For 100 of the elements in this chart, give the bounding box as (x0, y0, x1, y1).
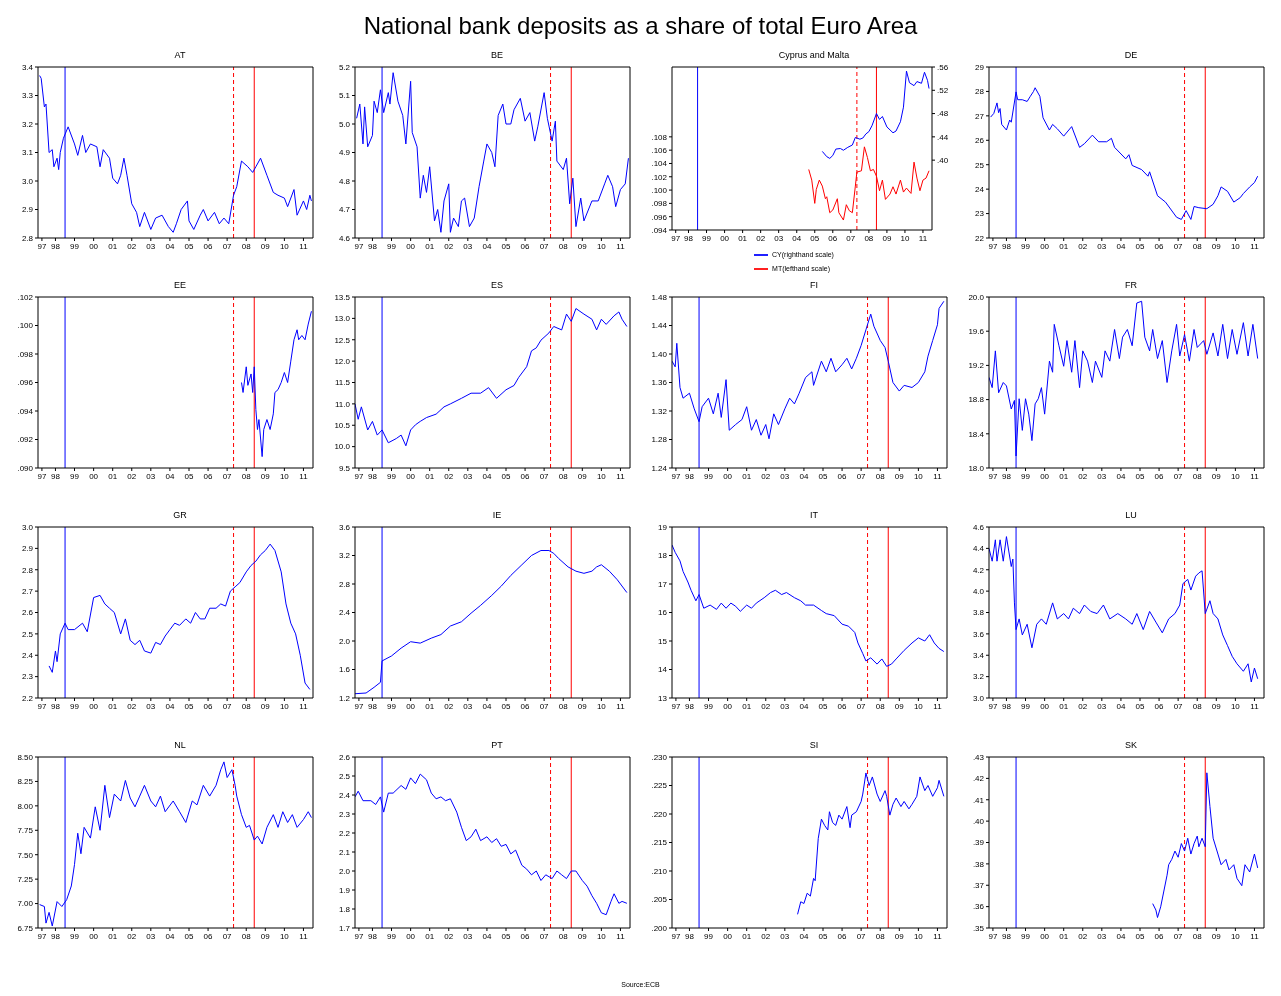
x-tick-label: 10 (913, 931, 924, 941)
y-tick-label: 8.25 (17, 777, 34, 787)
x-tick-label: 01 (1059, 471, 1069, 481)
x-tick-label: 99 (70, 241, 80, 251)
y-tick-label: 4.7 (338, 205, 351, 215)
chart-title: LU (1124, 509, 1138, 522)
x-tick-label: 98 (50, 241, 61, 251)
y-tick-label: 3.0 (972, 693, 985, 703)
chart-title: ES (490, 279, 504, 292)
y2-tick-label: .52 (937, 86, 949, 96)
y-tick-label: 4.8 (338, 176, 351, 186)
x-tick-label: 98 (1001, 701, 1012, 711)
x-tick-label: 02 (761, 701, 771, 711)
y-tick-label: 11.5 (335, 378, 351, 388)
x-tick-label: 08 (558, 471, 569, 481)
chart-title: IE (491, 509, 503, 522)
y-tick-label: 2.3 (338, 809, 351, 819)
x-tick-label: 11 (299, 471, 309, 481)
x-tick-label: 03 (1097, 471, 1107, 481)
x-tick-label: 01 (108, 931, 118, 941)
x-tick-label: 08 (875, 931, 886, 941)
x-tick-label: 09 (1211, 701, 1222, 711)
y-tick-label: .35 (972, 923, 985, 933)
x-tick-label: 97 (37, 471, 47, 481)
x-tick-label: 98 (50, 931, 61, 941)
x-tick-label: 99 (387, 471, 397, 481)
y-tick-label: .210 (651, 866, 668, 876)
y-tick-label: 2.4 (338, 608, 351, 618)
x-tick-label: 03 (463, 471, 473, 481)
x-tick-label: 08 (558, 701, 569, 711)
x-tick-label: 98 (684, 931, 695, 941)
x-tick-label: 07 (856, 931, 867, 941)
chart-title: IT (809, 509, 819, 522)
y-tick-label: 1.24 (651, 463, 668, 473)
x-tick-label: 08 (864, 233, 874, 243)
x-tick-label: 07 (539, 931, 550, 941)
x-tick-label: 09 (894, 471, 905, 481)
x-tick-label: 03 (780, 931, 790, 941)
x-tick-label: 98 (684, 471, 695, 481)
x-tick-label: 05 (1135, 701, 1145, 711)
x-tick-label: 01 (742, 471, 752, 481)
x-tick-label: 09 (577, 471, 588, 481)
x-tick-label: 10 (1230, 471, 1241, 481)
y-tick-label: 2.4 (21, 651, 34, 661)
x-tick-label: 06 (1154, 241, 1165, 251)
x-tick-label: 99 (704, 931, 714, 941)
x-tick-label: 07 (222, 931, 233, 941)
x-tick-label: 02 (127, 701, 137, 711)
y-tick-label: 25 (975, 160, 985, 170)
y-tick-label: .225 (651, 781, 668, 791)
x-tick-label: 06 (1154, 701, 1165, 711)
x-tick-label: 98 (367, 241, 378, 251)
x-tick-label: 97 (671, 931, 681, 941)
y-tick-label: 26 (975, 136, 985, 146)
x-tick-label: 97 (988, 471, 998, 481)
x-tick-label: 00 (89, 931, 99, 941)
x-tick-label: 04 (482, 701, 492, 711)
y-tick-label: 2.3 (21, 672, 34, 682)
x-tick-label: 05 (501, 701, 511, 711)
x-tick-label: 03 (463, 241, 473, 251)
x-tick-label: 99 (1021, 471, 1031, 481)
x-tick-label: 02 (127, 471, 137, 481)
x-tick-label: 01 (425, 241, 435, 251)
x-tick-label: 01 (1059, 241, 1069, 251)
chart-title: FR (1124, 279, 1138, 292)
x-tick-label: 09 (577, 931, 588, 941)
x-tick-label: 97 (671, 471, 681, 481)
x-tick-label: 01 (108, 471, 118, 481)
y-tick-label: .104 (651, 159, 668, 169)
y-tick-label: .40 (972, 816, 985, 826)
x-tick-label: 11 (1250, 931, 1260, 941)
x-tick-label: 09 (882, 233, 892, 243)
y-tick-label: 2.5 (21, 629, 34, 639)
x-tick-label: 03 (146, 241, 156, 251)
x-tick-label: 06 (520, 701, 531, 711)
y-tick-label: 2.8 (338, 579, 351, 589)
chart-title: BE (490, 49, 504, 62)
x-tick-label: 00 (406, 701, 416, 711)
y-tick-label: .092 (17, 435, 34, 445)
x-tick-label: 04 (482, 931, 492, 941)
x-tick-label: 07 (1173, 931, 1184, 941)
x-tick-label: 07 (1173, 471, 1184, 481)
x-tick-label: 04 (1116, 471, 1126, 481)
y-tick-label: 3.6 (972, 629, 985, 639)
text: National bank deposits as a share of total Euro Area (362, 12, 919, 40)
y-tick-label: 2.0 (338, 866, 351, 876)
x-tick-label: 08 (241, 471, 252, 481)
y-tick-label: 7.25 (17, 874, 34, 884)
x-tick-label: 06 (828, 233, 838, 243)
x-tick-label: 02 (756, 233, 766, 243)
x-tick-label: 04 (1116, 701, 1126, 711)
y-tick-label: 15 (658, 636, 668, 646)
x-tick-label: 10 (279, 471, 290, 481)
x-tick-label: 99 (70, 701, 80, 711)
x-tick-label: 03 (780, 471, 790, 481)
y-tick-label: 13 (658, 693, 668, 703)
x-tick-label: 08 (1192, 471, 1203, 481)
y-tick-label: 1.48 (651, 292, 668, 302)
y-tick-label: 5.1 (338, 91, 351, 101)
y-tick-label: 2.6 (21, 608, 34, 618)
